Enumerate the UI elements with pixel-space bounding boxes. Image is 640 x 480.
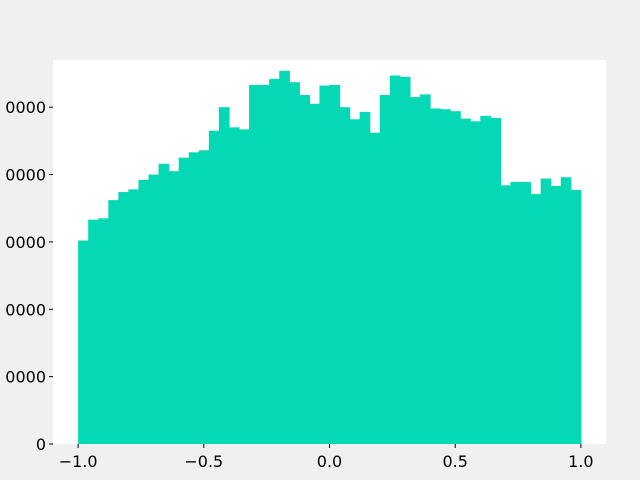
y-tick-label: 0000 <box>5 98 46 117</box>
histogram-bar <box>108 200 119 444</box>
histogram-bar <box>329 84 341 444</box>
x-tick-label: 0.5 <box>442 452 467 471</box>
histogram-bar <box>198 150 210 444</box>
histogram-bar <box>389 75 401 444</box>
histogram-bar <box>218 107 230 444</box>
histogram-bar <box>279 70 290 445</box>
histogram-bar <box>208 130 220 444</box>
histogram-bar <box>259 84 270 444</box>
histogram-bar <box>269 78 280 444</box>
histogram-bar <box>530 194 542 444</box>
histogram-bar <box>239 129 250 445</box>
histogram-bar <box>289 82 300 445</box>
histogram-bar <box>480 115 491 445</box>
histogram-bar <box>359 111 371 444</box>
histogram-bar <box>88 219 99 444</box>
y-tick-label: 0000 <box>5 300 46 319</box>
bars-group <box>78 70 582 445</box>
histogram-bar <box>369 132 381 445</box>
x-tick-label: 1.0 <box>568 452 593 471</box>
histogram-bar <box>409 97 421 444</box>
histogram-bar <box>540 178 552 444</box>
histogram-bar <box>510 181 522 445</box>
histogram-bar <box>188 152 200 444</box>
x-tick-label: 0.0 <box>317 452 342 471</box>
histogram-bar <box>339 107 351 444</box>
x-tick-label: −1.0 <box>59 452 98 471</box>
histogram-bar <box>128 189 140 444</box>
y-tick-label: 0 <box>36 435 46 454</box>
x-tick-label: −0.5 <box>184 452 223 471</box>
histogram-bar <box>440 109 451 444</box>
histogram-bar <box>148 174 160 445</box>
histogram-bar <box>460 118 471 444</box>
histogram-bar <box>399 76 411 444</box>
histogram-bar <box>78 240 89 444</box>
histogram-bar <box>319 85 331 444</box>
histogram-bar <box>249 84 260 444</box>
histogram-bar <box>520 181 532 445</box>
y-tick-label: 0000 <box>5 368 46 387</box>
y-tick-label: 0000 <box>5 166 46 185</box>
x-axis: −1.0 −0.5 0.0 0.5 1.0 <box>59 444 594 471</box>
histogram-bar <box>118 192 130 444</box>
histogram-bar <box>299 95 310 444</box>
histogram-bar <box>430 108 441 445</box>
histogram-bar <box>550 185 562 444</box>
histogram-bar <box>349 119 361 444</box>
histogram-bar <box>309 103 321 444</box>
histogram-bar <box>570 190 582 444</box>
histogram-bar <box>138 179 150 445</box>
histogram-bar <box>470 121 481 444</box>
histogram-bar <box>178 157 190 444</box>
y-tick-label: 0000 <box>5 233 46 252</box>
histogram-bar <box>500 185 512 444</box>
histogram-bar <box>228 127 240 445</box>
histogram-bar <box>168 171 180 444</box>
histogram-bar <box>158 163 170 444</box>
histogram-bar <box>419 94 431 444</box>
histogram-bar <box>98 218 109 444</box>
histogram-bar <box>560 177 572 444</box>
histogram-bar <box>379 95 391 444</box>
histogram-bar <box>450 111 461 444</box>
histogram-bar <box>490 117 502 445</box>
